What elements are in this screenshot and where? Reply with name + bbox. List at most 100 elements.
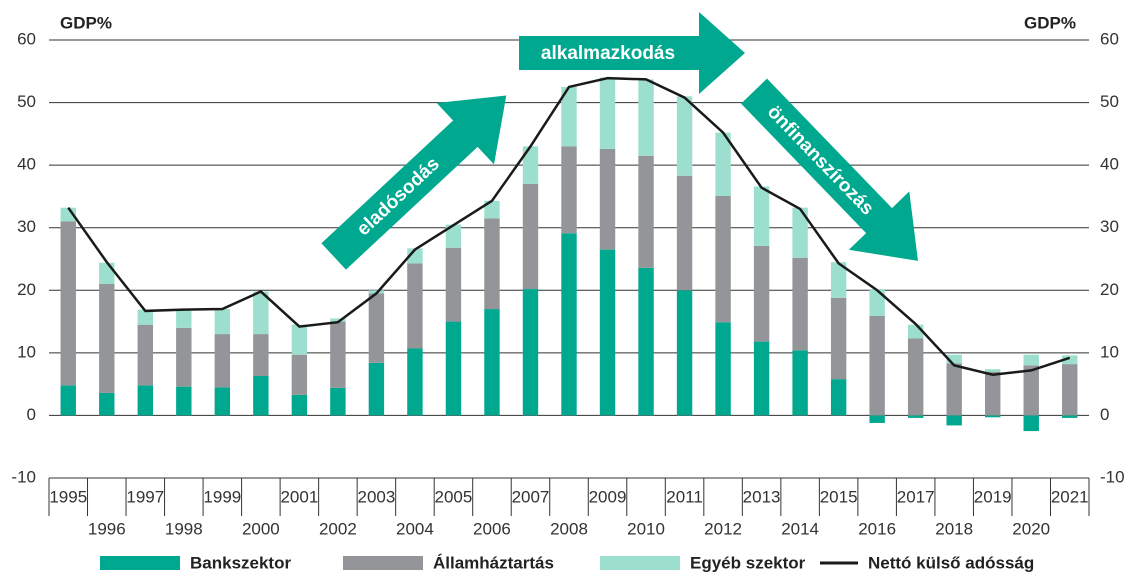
- bar: [715, 195, 731, 323]
- x-tick-label: 2012: [704, 519, 742, 538]
- y2-axis-label: GDP%: [1024, 13, 1076, 32]
- bar: [946, 415, 962, 426]
- y-tick-label: 10: [17, 342, 36, 361]
- bar: [792, 207, 808, 258]
- x-tick-label: 2010: [627, 519, 665, 538]
- bar: [368, 362, 385, 416]
- x-tick-label: 2000: [242, 519, 280, 538]
- x-tick-label: 2009: [589, 487, 627, 506]
- bar: [985, 371, 1001, 416]
- x-tick-label: 2006: [473, 519, 511, 538]
- bar: [561, 146, 577, 234]
- bar: [715, 132, 731, 196]
- bar: [99, 392, 115, 416]
- bar: [715, 322, 731, 416]
- bar: [60, 385, 76, 416]
- y-tick-label: 0: [27, 405, 36, 424]
- bar: [137, 309, 153, 325]
- bar: [753, 341, 770, 416]
- bar: [291, 324, 308, 355]
- x-tick-label: 1996: [88, 519, 126, 538]
- y2-tick-label: 40: [1100, 155, 1119, 174]
- bar: [137, 324, 153, 386]
- legend-label: Egyéb szektor: [690, 553, 806, 572]
- bar: [484, 309, 500, 416]
- bar: [1023, 365, 1039, 416]
- bar: [676, 290, 693, 416]
- bar: [60, 221, 76, 386]
- bar: [676, 96, 693, 176]
- bar: [214, 334, 231, 388]
- bar: [214, 387, 231, 416]
- bar: [99, 284, 115, 393]
- annotation: önfinanszírozás: [763, 102, 878, 220]
- x-tick-label: 2007: [512, 487, 550, 506]
- y-tick-label: 50: [17, 92, 36, 111]
- bar: [484, 218, 500, 310]
- bar: [484, 200, 500, 219]
- bar: [330, 387, 346, 416]
- bar: [1062, 364, 1078, 416]
- x-tick-label: 1997: [126, 487, 164, 506]
- x-tick-label: 2013: [743, 487, 781, 506]
- bar: [330, 321, 346, 388]
- x-tick-label: 2004: [396, 519, 434, 538]
- x-tick-label: 2019: [974, 487, 1012, 506]
- bar: [330, 318, 346, 322]
- x-tick-label: 2016: [858, 519, 896, 538]
- bar: [561, 233, 577, 416]
- x-tick-label: 2001: [280, 487, 318, 506]
- x-tick-label: 2005: [435, 487, 473, 506]
- bar: [869, 415, 885, 423]
- bar: [1023, 354, 1039, 366]
- bar: [907, 415, 924, 418]
- bar: [638, 155, 654, 268]
- bar: [291, 394, 308, 416]
- x-tick-label: 1995: [49, 487, 87, 506]
- bar: [176, 309, 192, 328]
- y2-tick-label: -10: [1100, 467, 1125, 486]
- y2-tick-label: 0: [1100, 405, 1109, 424]
- bar: [522, 146, 539, 184]
- bar: [176, 327, 192, 387]
- bar: [407, 263, 423, 349]
- x-tick-label: 2015: [820, 487, 858, 506]
- bar: [907, 338, 924, 416]
- bar: [99, 262, 115, 285]
- x-tick-label: 2011: [666, 487, 703, 506]
- bar: [1062, 355, 1078, 365]
- bar: [638, 79, 654, 156]
- bar: [407, 348, 423, 416]
- y2-tick-label: 30: [1100, 217, 1119, 236]
- bar: [522, 289, 539, 416]
- bar: [445, 321, 462, 416]
- bar: [830, 262, 847, 298]
- x-tick-label: 2020: [1012, 519, 1050, 538]
- annotation: alkalmazkodás: [541, 43, 675, 64]
- x-tick-label: 2021: [1051, 487, 1089, 506]
- bar: [137, 385, 153, 416]
- x-tick-label: 1998: [165, 519, 203, 538]
- y-tick-label: 60: [17, 29, 36, 48]
- y-tick-label: -10: [11, 467, 36, 486]
- bar: [946, 363, 962, 416]
- bar: [676, 175, 693, 291]
- bar: [176, 386, 192, 416]
- x-tick-label: 2002: [319, 519, 357, 538]
- legend-label: Államháztartás: [433, 553, 554, 572]
- bar: [522, 183, 539, 290]
- bar: [561, 86, 577, 147]
- bar: [368, 293, 385, 363]
- bar: [253, 334, 269, 377]
- y2-tick-label: 10: [1100, 342, 1119, 361]
- bar: [830, 297, 847, 380]
- legend-swatch: [343, 556, 423, 570]
- legend-swatch: [600, 556, 680, 570]
- line: [67, 76, 1071, 377]
- y-tick-label: 40: [17, 155, 36, 174]
- bar: [869, 315, 885, 416]
- bar: [985, 415, 1001, 418]
- bar: [946, 354, 962, 364]
- bar: [638, 267, 654, 416]
